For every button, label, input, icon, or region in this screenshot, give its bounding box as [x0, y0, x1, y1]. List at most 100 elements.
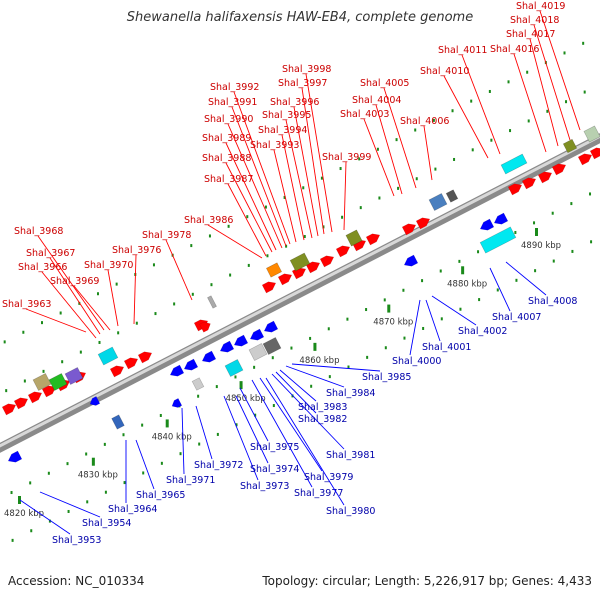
forward-track-dot	[451, 109, 454, 113]
kbp-tick-label: 4830 kbp	[78, 471, 118, 481]
reverse-leader-line	[181, 407, 185, 475]
reverse-gene-arrow	[89, 396, 101, 406]
kbp-tick-label: 4870 kbp	[373, 318, 413, 328]
forward-gene-label: Shal_3989	[202, 133, 251, 144]
forward-track-dot	[322, 225, 325, 229]
reverse-track-dot	[254, 413, 257, 417]
reverse-track-dot	[403, 336, 406, 340]
forward-track-dot	[61, 360, 64, 364]
forward-gene-arrow	[415, 217, 431, 230]
forward-gene-label: Shal_3993	[250, 140, 299, 151]
forward-track-dot	[583, 90, 586, 94]
reverse-gene-arrow	[171, 398, 183, 408]
reverse-gene-label: Shal_3971	[166, 475, 215, 486]
reverse-gene-label: Shal_3974	[250, 464, 299, 475]
forward-leader-line	[539, 10, 581, 131]
forward-gene-arrow	[277, 273, 293, 286]
reverse-track-dot	[328, 375, 331, 379]
kbp-tick-mark	[91, 457, 95, 466]
reverse-leader-line	[251, 379, 313, 488]
forward-leader-line	[49, 257, 101, 335]
forward-track-dot	[117, 331, 120, 335]
forward-gene-label: Shal_4017	[506, 29, 555, 40]
forward-track-dot	[5, 389, 8, 393]
forward-gene-arrow	[13, 397, 29, 410]
reverse-track-dot	[514, 230, 517, 234]
forward-track-dot	[96, 292, 99, 296]
forward-track-dot	[135, 321, 138, 325]
forward-track-dot	[526, 70, 529, 74]
forward-gene-label: Shal_4005	[360, 78, 409, 89]
forward-track-dot	[490, 138, 493, 142]
reverse-track-dot	[327, 327, 330, 331]
forward-leader-line	[41, 271, 97, 339]
reverse-track-dot	[179, 452, 182, 456]
forward-gene-label: Shal_4011	[438, 45, 487, 56]
reverse-gene-label: Shal_3983	[298, 402, 347, 413]
forward-gene-label: Shal_3996	[270, 97, 319, 108]
reverse-leader-line	[265, 377, 345, 506]
reverse-track-dot	[459, 307, 462, 311]
forward-track-dot	[507, 80, 510, 84]
forward-track-dot	[471, 148, 474, 152]
forward-gene-label: Shal_3976	[112, 245, 161, 256]
forward-track-dot	[395, 138, 398, 142]
reverse-leader-line	[135, 439, 155, 490]
forward-gene-label: Shal_4010	[420, 66, 469, 77]
reverse-track-dot	[290, 346, 293, 350]
reverse-gene-label: Shal_3965	[136, 490, 185, 501]
forward-track-dot	[264, 205, 267, 209]
reverse-leader-line	[195, 405, 213, 460]
forward-track-dot	[98, 340, 101, 344]
reverse-leader-line	[239, 387, 269, 442]
reverse-track-dot	[384, 346, 387, 350]
forward-track-dot	[3, 340, 6, 344]
forward-track-dot	[247, 263, 250, 267]
forward-gene-label: Shal_3988	[202, 153, 251, 164]
reverse-track-dot	[383, 298, 386, 302]
forward-leader-line	[533, 24, 571, 141]
forward-gene-label: Shal_3998	[282, 64, 331, 75]
forward-track-dot	[582, 41, 585, 45]
reverse-leader-line	[271, 373, 345, 450]
kbp-tick-mark	[387, 304, 391, 313]
reverse-track-dot	[253, 365, 256, 369]
reverse-track-dot	[123, 481, 126, 485]
forward-track-dot	[190, 244, 193, 248]
forward-track-dot	[397, 186, 400, 190]
reverse-leader-line	[425, 299, 441, 342]
reverse-leader-line	[431, 295, 477, 326]
reverse-track-dot	[458, 259, 461, 263]
forward-leader-line	[513, 53, 547, 153]
reverse-leader-line	[505, 261, 547, 296]
forward-gene-label: Shal_4004	[352, 95, 401, 106]
forward-track-dot	[565, 100, 568, 104]
reverse-gene-arrow	[183, 358, 199, 371]
feature-box	[289, 252, 311, 272]
forward-track-dot	[22, 330, 25, 334]
forward-genes	[1, 125, 600, 416]
forward-track-dot	[40, 321, 43, 325]
forward-track-dot	[432, 118, 435, 122]
reverse-track-dot	[10, 491, 13, 495]
reverse-track-dot	[533, 221, 536, 225]
reverse-track-dot	[589, 192, 592, 196]
forward-gene-label: Shal_3995	[262, 110, 311, 121]
forward-gene-arrow	[305, 261, 321, 274]
reverse-track-dot	[141, 423, 144, 427]
feature-box	[248, 343, 268, 361]
forward-track-dot	[376, 147, 379, 151]
reverse-track-dot	[402, 288, 405, 292]
forward-gene-label: Shal_3999	[322, 152, 371, 163]
reverse-leader-line	[275, 371, 317, 414]
feature-box	[64, 367, 84, 385]
forward-gene-arrow	[109, 365, 125, 378]
reverse-track-dot	[571, 249, 574, 253]
forward-track-dot	[23, 379, 26, 383]
reverse-track-dot	[272, 404, 275, 408]
reverse-track-dot	[440, 317, 443, 321]
forward-track-dot	[266, 254, 269, 258]
forward-track-dot	[470, 99, 473, 103]
reverse-track-dot	[103, 442, 106, 446]
